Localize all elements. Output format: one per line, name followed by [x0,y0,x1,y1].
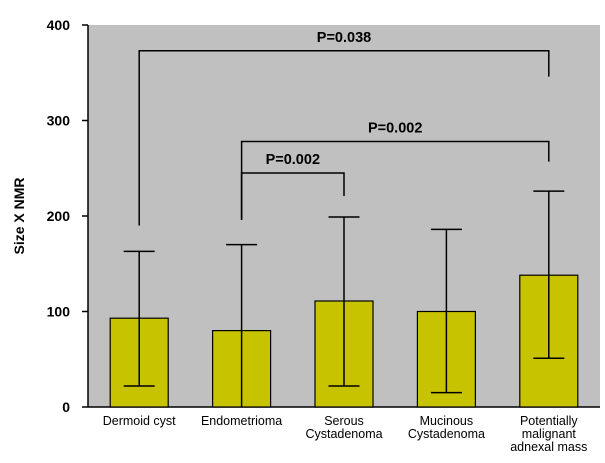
x-tick-label: Cystadenoma [305,427,382,441]
y-tick-label: 300 [47,113,71,129]
y-tick-label: 400 [47,17,71,33]
y-tick-label: 200 [47,208,71,224]
y-tick-label: 100 [47,304,71,320]
x-tick-label: malignant [522,427,577,441]
error-bars-group [123,190,565,407]
x-tick-label: Endometrioma [201,414,282,428]
x-tick-label: Potentially [520,414,578,428]
x-tick-label: Cystadenoma [408,427,485,441]
significance-bracket [240,172,345,220]
significance-bracket [138,50,550,226]
p-value-label: P=0.002 [266,152,320,168]
y-axis-ticks: 0 100 200 300 400 [47,17,88,415]
x-tick-label: Dermoid cyst [103,414,176,428]
x-tick-label: Mucinous [420,414,474,428]
y-tick-label: 0 [62,399,70,415]
x-tick-label: Serous [324,414,364,428]
p-value-label: P=0.002 [368,121,422,137]
p-value-label: P=0.038 [317,30,371,46]
x-tick-label: adnexal mass [510,440,587,454]
y-axis-label: Size X NMR [11,177,27,254]
significance-brackets: P=0.038 P=0.002 P=0.002 [138,30,550,226]
x-axis-labels: Dermoid cyst Endometrioma SerousCystadenom… [103,414,588,454]
